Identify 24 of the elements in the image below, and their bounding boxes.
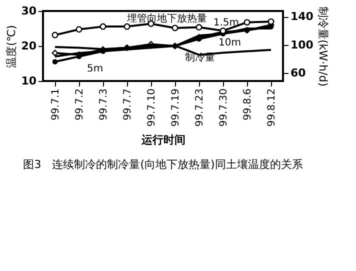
y2-axis-title: 制冷量(kW·h/d) bbox=[316, 6, 330, 86]
series-label: 埋管向地下放热量 bbox=[126, 12, 207, 25]
y-axis-title: 温度(℃) bbox=[5, 25, 18, 68]
x-tick-label: 99.7.7 bbox=[122, 88, 134, 120]
text: 图3 连续制冷的制冷量(向地下放热量)同土壤温度的关系 bbox=[23, 158, 303, 172]
x-axis-title: 运行时间 bbox=[140, 134, 186, 147]
y-tick-label: 20 bbox=[21, 40, 37, 52]
y2-tick-label: 100 bbox=[290, 38, 314, 52]
y-tick-label: 30 bbox=[21, 4, 37, 18]
x-tick-label: 99.7.3 bbox=[98, 88, 110, 120]
x-tick-label: 99.7.30 bbox=[218, 88, 230, 127]
y-tick-label: 10 bbox=[21, 74, 37, 88]
series-label: 1.5m bbox=[213, 17, 239, 28]
legend-label: 10m bbox=[218, 38, 241, 48]
x-tick-label: 99.7.2 bbox=[74, 88, 86, 120]
x-tick-label: 99.7.19 bbox=[170, 88, 182, 127]
y2-tick-label: 140 bbox=[290, 10, 314, 24]
y2-tick-label: 60 bbox=[290, 66, 306, 80]
series-label: 5m bbox=[87, 64, 104, 74]
x-tick-label: 99.8.6 bbox=[242, 88, 254, 120]
x-tick-label: 99.8.12 bbox=[266, 88, 278, 127]
x-tick-label: 99.7.1 bbox=[50, 88, 62, 120]
x-tick-label: 99.7.23 bbox=[194, 88, 206, 127]
x-tick-label: 99.7.10 bbox=[146, 88, 158, 127]
